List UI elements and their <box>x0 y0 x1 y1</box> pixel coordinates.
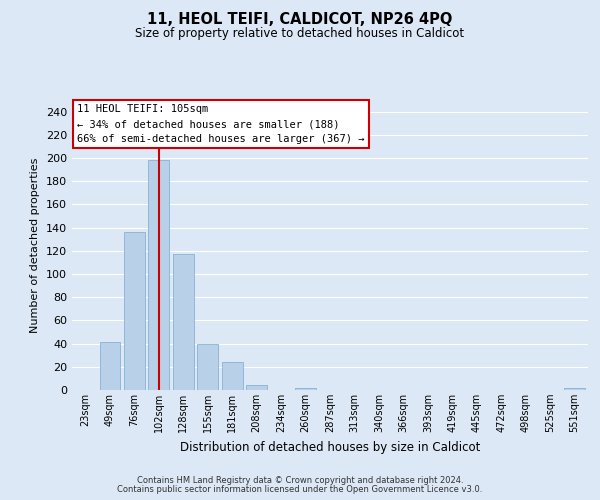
Text: Size of property relative to detached houses in Caldicot: Size of property relative to detached ho… <box>136 28 464 40</box>
Bar <box>564 388 585 390</box>
Bar <box>246 386 267 390</box>
Bar <box>222 362 242 390</box>
Bar <box>197 344 218 390</box>
Text: 11 HEOL TEIFI: 105sqm
← 34% of detached houses are smaller (188)
66% of semi-det: 11 HEOL TEIFI: 105sqm ← 34% of detached … <box>77 104 365 144</box>
Bar <box>100 342 120 390</box>
Y-axis label: Number of detached properties: Number of detached properties <box>31 158 40 332</box>
Bar <box>173 254 194 390</box>
Text: Contains HM Land Registry data © Crown copyright and database right 2024.: Contains HM Land Registry data © Crown c… <box>137 476 463 485</box>
Text: Contains public sector information licensed under the Open Government Licence v3: Contains public sector information licen… <box>118 485 482 494</box>
Bar <box>124 232 145 390</box>
Text: 11, HEOL TEIFI, CALDICOT, NP26 4PQ: 11, HEOL TEIFI, CALDICOT, NP26 4PQ <box>148 12 452 28</box>
X-axis label: Distribution of detached houses by size in Caldicot: Distribution of detached houses by size … <box>180 440 480 454</box>
Bar <box>295 388 316 390</box>
Bar <box>148 160 169 390</box>
